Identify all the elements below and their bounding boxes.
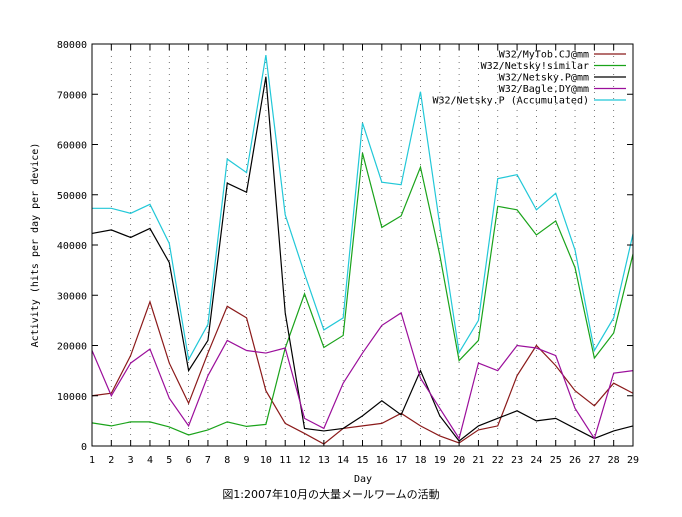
x-tick-label: 2: [108, 455, 114, 466]
x-tick-label: 15: [356, 455, 368, 466]
y-tick-label: 70000: [57, 90, 87, 101]
x-tick-label: 21: [472, 455, 484, 466]
x-tick-label: 24: [530, 455, 542, 466]
x-tick-label: 12: [299, 455, 311, 466]
y-tick-label: 10000: [57, 392, 87, 403]
series-line: [92, 54, 634, 362]
y-axis-label: Activity (hits per day per device): [30, 143, 41, 348]
grid-lines: [110, 44, 615, 446]
legend: W32/MyTob.CJ@mmW32/Netsky!similarW32/Net…: [432, 50, 626, 107]
series-line: [91, 299, 634, 445]
x-tick-label: 4: [147, 455, 153, 466]
figure-caption: 図1:2007年10月の大量メールワームの活動: [222, 487, 439, 501]
x-tick-label: 22: [492, 455, 504, 466]
series-line: [91, 76, 634, 442]
y-tick-label: 40000: [57, 241, 87, 252]
series-line: [91, 152, 634, 436]
x-tick-label: 5: [166, 455, 172, 466]
x-tick-label: 28: [608, 455, 620, 466]
x-axis-label: Day: [354, 474, 372, 485]
y-tick-label: 80000: [57, 40, 87, 51]
series-line: [91, 311, 634, 440]
x-tick-label: 29: [627, 455, 639, 466]
y-tick-label: 60000: [57, 141, 87, 152]
legend-label: W32/MyTob.CJ@mm: [499, 50, 589, 61]
x-tick-label: 14: [337, 455, 349, 466]
x-tick-label: 26: [569, 455, 581, 466]
series-lines: [91, 54, 634, 445]
x-tick-label: 25: [550, 455, 562, 466]
y-tick-label: 20000: [57, 342, 87, 353]
legend-label: W32/Netsky.P@mm: [499, 73, 589, 84]
x-tick-label: 3: [128, 455, 134, 466]
x-tick-label: 9: [244, 455, 250, 466]
x-tick-label: 16: [376, 455, 388, 466]
legend-label: W32/Netsky.P (Accumulated): [432, 96, 589, 107]
x-tick-label: 18: [414, 455, 426, 466]
y-tick-label: 0: [81, 442, 87, 453]
x-tick-label: 7: [205, 455, 211, 466]
y-axis-ticks: 0 10000 20000 30000 40000 50000 60000 70000 8000…: [57, 40, 633, 453]
x-tick-label: 10: [260, 455, 272, 466]
x-tick-label: 23: [511, 455, 523, 466]
y-tick-label: 50000: [57, 191, 87, 202]
y-tick-label: 30000: [57, 291, 87, 302]
x-tick-label: 17: [395, 455, 407, 466]
x-tick-label: 27: [588, 455, 600, 466]
x-tick-label: 11: [279, 455, 291, 466]
legend-label: W32/Netsky!similar: [481, 61, 589, 72]
x-tick-label: 1: [89, 455, 95, 466]
x-tick-label: 19: [434, 455, 446, 466]
x-tick-label: 13: [318, 455, 330, 466]
legend-label: W32/Bagle.DY@mm: [499, 84, 589, 95]
x-axis-ticks: 1 2 3 4 5 6 7 8 9 10 11 12 13 14 15 16 17 18 19 20 21 22 23 24 2…: [89, 44, 639, 466]
x-tick-label: 20: [453, 455, 465, 466]
x-tick-label: 6: [186, 455, 192, 466]
x-tick-label: 8: [224, 455, 230, 466]
